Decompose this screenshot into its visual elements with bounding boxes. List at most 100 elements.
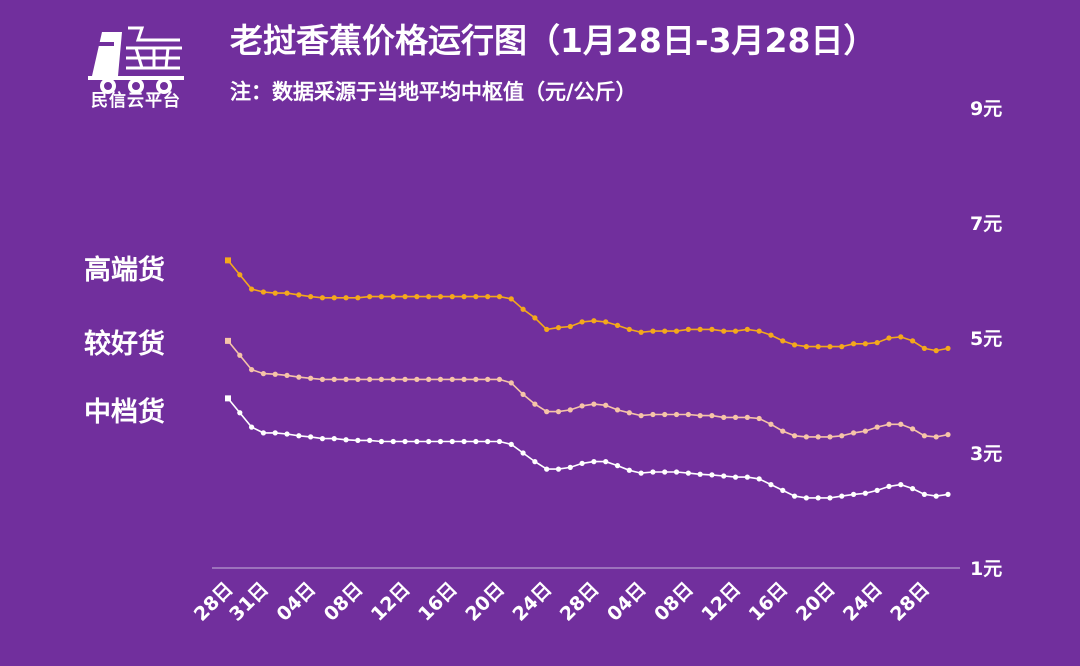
data-point-good bbox=[886, 421, 892, 427]
data-point-mid bbox=[284, 431, 290, 437]
data-point-mid bbox=[555, 466, 562, 472]
data-point-mid bbox=[426, 438, 432, 445]
data-point-good bbox=[485, 376, 491, 382]
data-point-mid bbox=[886, 483, 892, 489]
data-point-good bbox=[626, 410, 632, 416]
data-point-mid bbox=[225, 395, 231, 402]
data-point-good bbox=[331, 376, 337, 382]
data-point-high bbox=[721, 328, 727, 334]
data-point-mid bbox=[673, 469, 680, 475]
data-point-mid bbox=[662, 469, 668, 475]
x-tick-label: 16日 bbox=[745, 578, 793, 626]
data-point-high bbox=[744, 326, 750, 332]
data-point-high bbox=[650, 328, 656, 334]
data-point-good bbox=[780, 428, 786, 434]
data-point-mid bbox=[921, 491, 927, 497]
data-point-high bbox=[815, 344, 821, 350]
data-point-high bbox=[909, 338, 916, 344]
data-point-mid bbox=[791, 493, 798, 499]
legend-label-high: 高端货 bbox=[84, 255, 165, 286]
data-point-high bbox=[874, 340, 880, 346]
data-point-mid bbox=[343, 437, 349, 443]
data-point-good bbox=[862, 428, 868, 434]
x-tick-label: 08日 bbox=[650, 578, 698, 626]
data-point-high bbox=[945, 345, 951, 351]
data-point-high bbox=[780, 338, 786, 344]
data-point-mid bbox=[473, 438, 479, 445]
data-point-high bbox=[685, 326, 691, 332]
data-point-good bbox=[449, 376, 455, 382]
data-point-good bbox=[555, 409, 562, 415]
data-point-good bbox=[945, 432, 951, 438]
data-point-good bbox=[933, 434, 939, 440]
data-point-good bbox=[803, 434, 809, 440]
data-point-good bbox=[850, 430, 857, 436]
data-point-mid bbox=[850, 491, 857, 497]
data-point-good bbox=[367, 376, 373, 382]
data-point-mid bbox=[544, 466, 550, 472]
data-point-high bbox=[284, 290, 290, 296]
y-tick-label: 5元 bbox=[970, 328, 1002, 350]
data-point-high bbox=[319, 295, 326, 301]
data-point-good bbox=[603, 402, 609, 408]
data-point-mid bbox=[378, 438, 385, 445]
x-tick-label: 04日 bbox=[272, 578, 320, 626]
x-tick-label: 28日 bbox=[886, 578, 934, 626]
data-point-high bbox=[437, 294, 444, 300]
data-point-high bbox=[791, 342, 798, 348]
y-tick-label: 7元 bbox=[970, 213, 1002, 235]
data-point-mid bbox=[839, 493, 845, 499]
data-point-good bbox=[662, 411, 668, 418]
data-point-good bbox=[721, 414, 727, 420]
data-point-mid bbox=[355, 437, 361, 443]
data-point-high bbox=[673, 328, 680, 334]
data-point-mid bbox=[780, 487, 786, 493]
data-point-high bbox=[249, 286, 255, 292]
data-point-high bbox=[485, 294, 491, 300]
data-point-mid bbox=[697, 471, 703, 477]
data-point-high bbox=[225, 257, 231, 264]
data-point-mid bbox=[496, 438, 503, 445]
data-point-high bbox=[886, 335, 892, 341]
data-point-high bbox=[579, 319, 585, 325]
x-tick-label: 04日 bbox=[603, 578, 651, 626]
data-point-good bbox=[237, 352, 243, 358]
x-tick-label: 24日 bbox=[839, 578, 887, 626]
data-point-mid bbox=[449, 438, 455, 445]
data-point-high bbox=[449, 294, 455, 300]
data-point-good bbox=[744, 414, 750, 420]
data-point-good bbox=[579, 403, 585, 409]
data-point-good bbox=[732, 414, 739, 420]
y-tick-label: 9元 bbox=[970, 98, 1002, 120]
data-point-good bbox=[756, 415, 762, 422]
data-point-mid bbox=[437, 438, 444, 445]
data-point-good bbox=[874, 424, 880, 430]
data-point-mid bbox=[709, 472, 715, 478]
data-point-good bbox=[260, 371, 267, 377]
data-point-mid bbox=[732, 474, 739, 480]
data-point-good bbox=[378, 376, 385, 382]
y-tick-label: 1元 bbox=[970, 558, 1002, 580]
data-point-high bbox=[898, 334, 904, 340]
data-point-high bbox=[308, 294, 314, 300]
brand-name: 民信云平台 bbox=[91, 91, 181, 111]
data-point-mid bbox=[367, 437, 373, 443]
data-point-good bbox=[614, 407, 621, 413]
data-point-mid bbox=[508, 441, 514, 447]
data-point-high bbox=[732, 328, 739, 334]
data-point-mid bbox=[744, 474, 750, 480]
data-point-high bbox=[544, 326, 550, 332]
data-point-mid bbox=[461, 438, 467, 445]
data-point-high bbox=[756, 328, 762, 334]
data-point-good bbox=[496, 376, 503, 382]
data-point-good bbox=[272, 371, 278, 377]
data-point-good bbox=[426, 376, 432, 382]
x-tick-label: 20日 bbox=[792, 578, 840, 626]
x-tick-label: 24日 bbox=[509, 578, 557, 626]
data-point-high bbox=[862, 341, 868, 347]
data-point-high bbox=[414, 294, 420, 300]
data-point-high bbox=[933, 348, 939, 354]
data-point-good bbox=[284, 372, 290, 378]
data-point-good bbox=[343, 376, 349, 382]
